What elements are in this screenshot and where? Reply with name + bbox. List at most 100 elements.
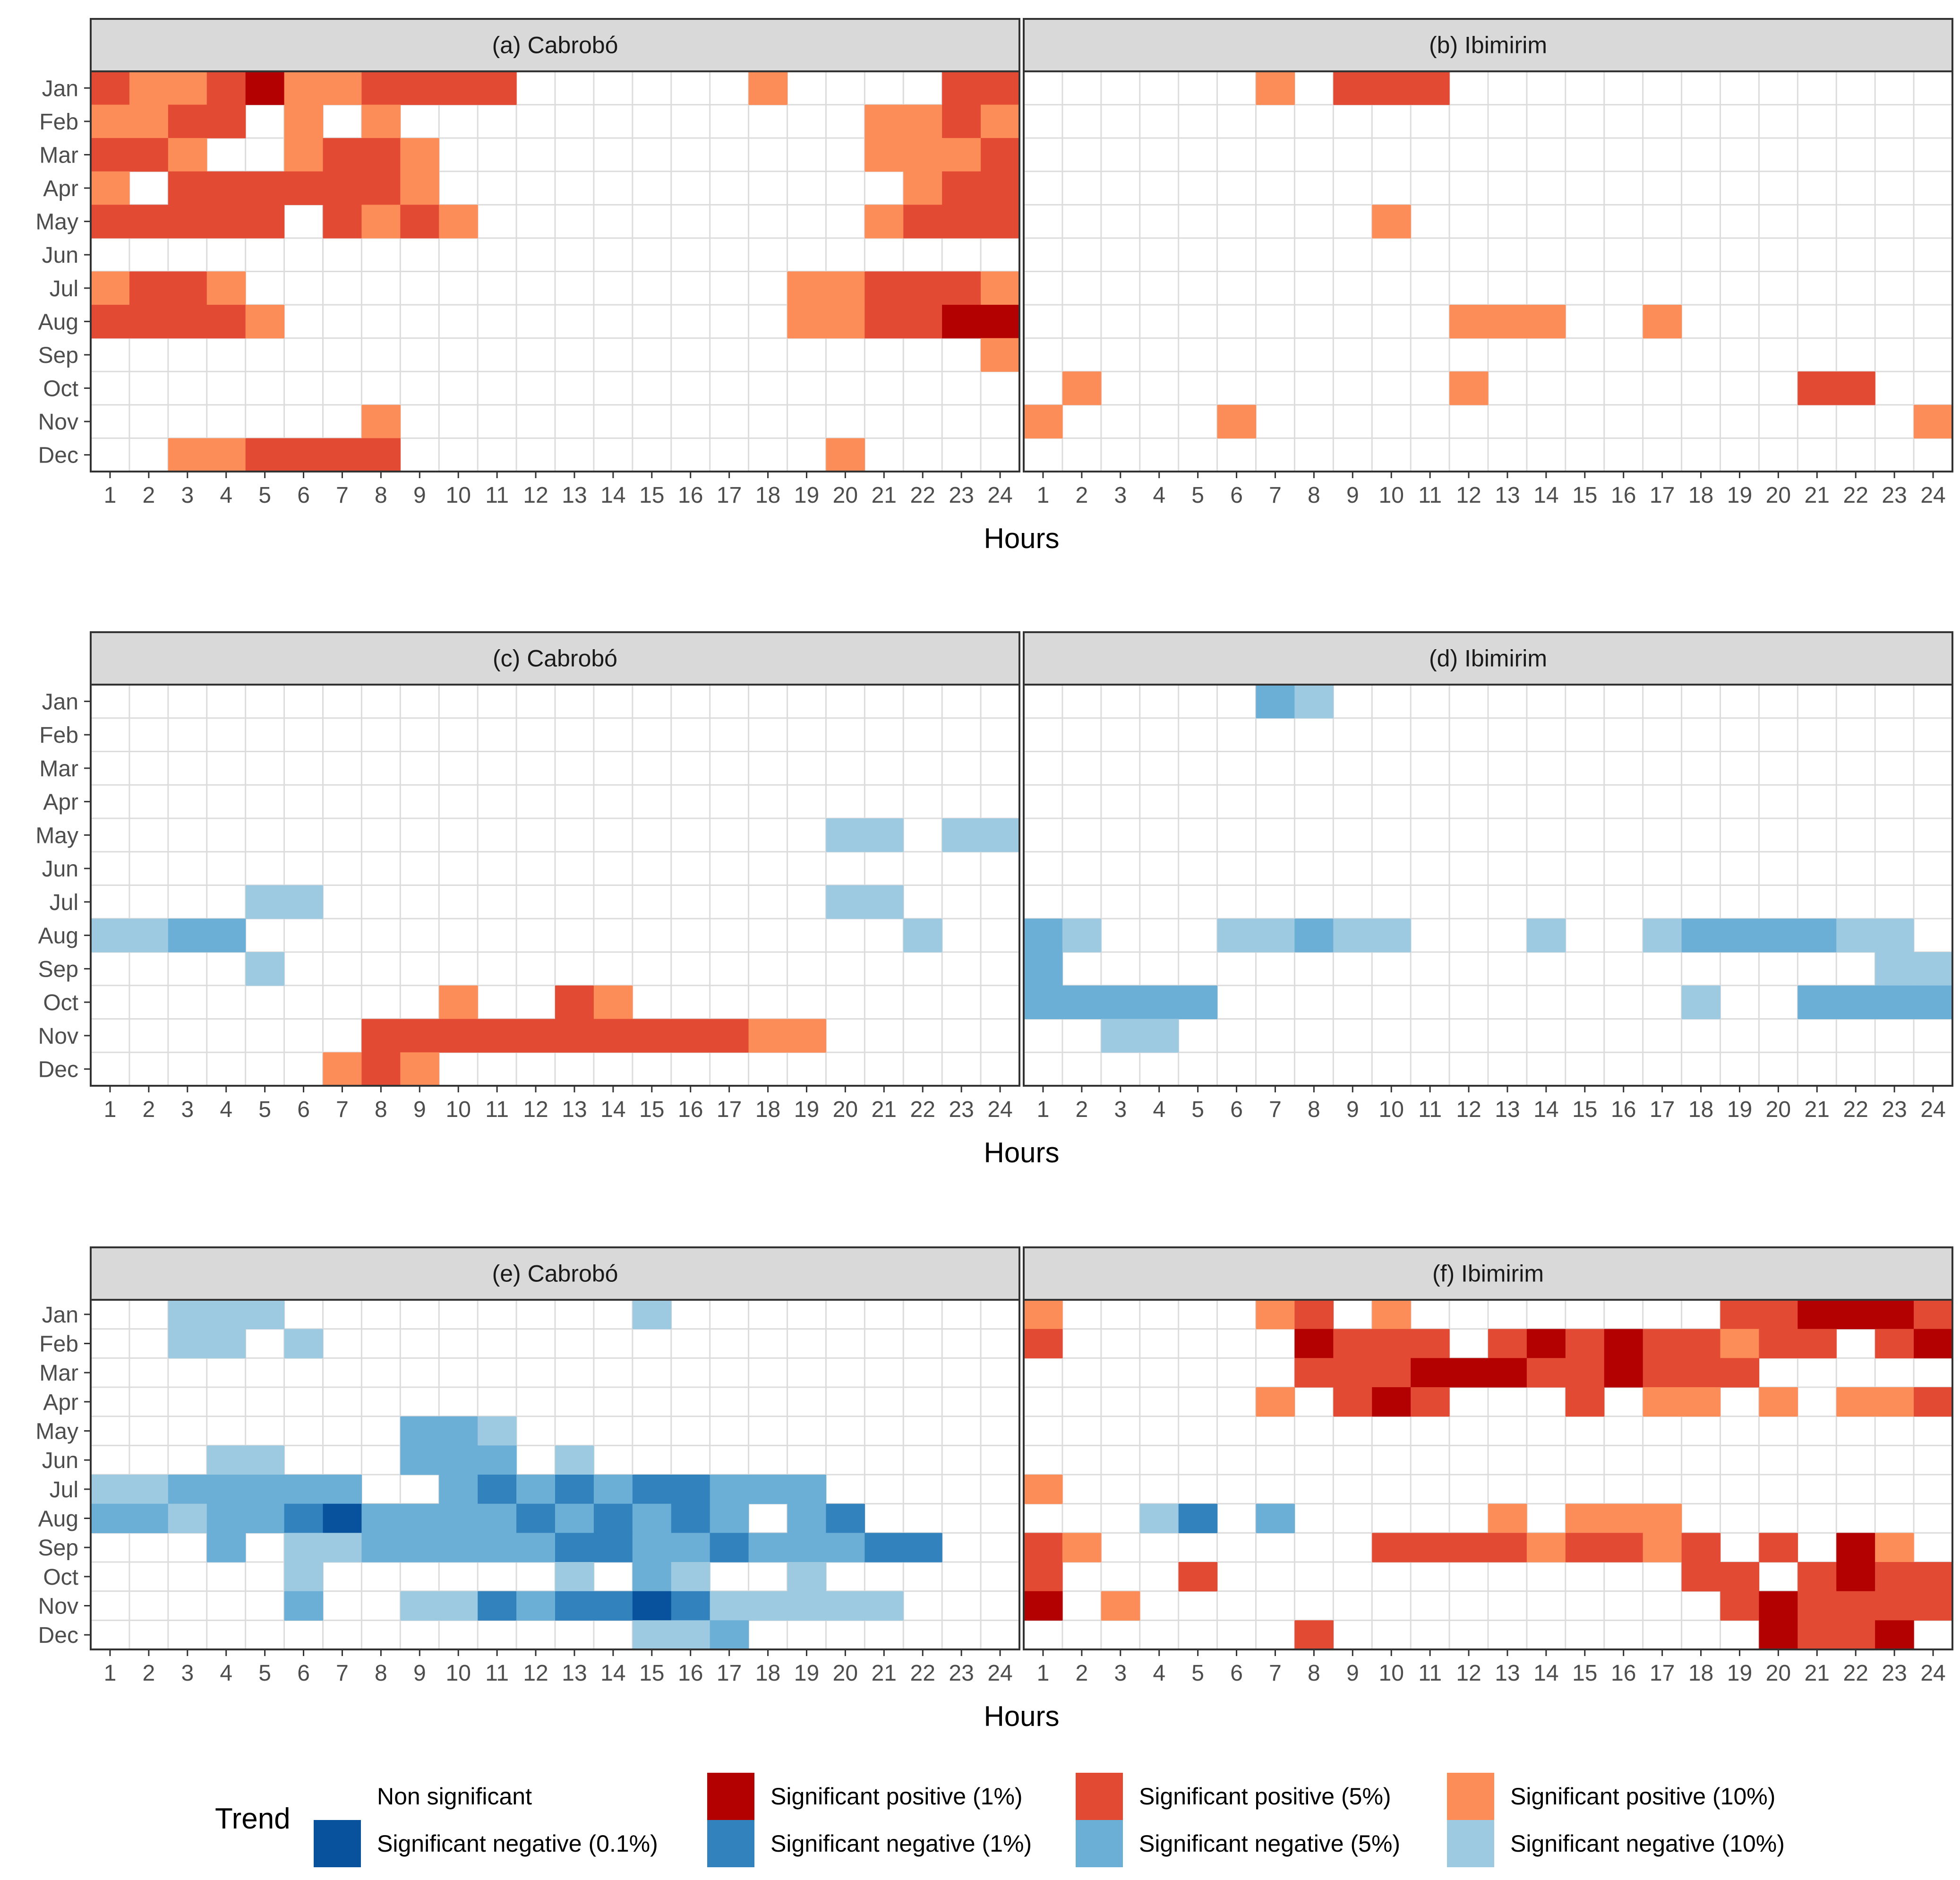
panel-e-tile-aug-h4 bbox=[206, 1503, 246, 1533]
panel-e-tile-oct-h15 bbox=[632, 1562, 672, 1592]
panel-f-tile-sep-h11 bbox=[1411, 1533, 1450, 1562]
panel-c-tile-sep-h5 bbox=[245, 952, 285, 986]
panel-a-tile-nov-h8 bbox=[361, 404, 401, 439]
panel-c-xtick-label-1: 1 bbox=[104, 1097, 117, 1122]
panel-f-tile-apr-h7 bbox=[1256, 1387, 1295, 1417]
panel-a-tile-jul-h24 bbox=[981, 271, 1020, 305]
panel-c-tile-aug-h4 bbox=[206, 919, 246, 953]
legend-label-n10: Significant negative (10%) bbox=[1510, 1830, 1785, 1857]
panel-a-tile-mar-h24 bbox=[981, 138, 1020, 172]
panel-b-xtick-label-22: 22 bbox=[1843, 483, 1868, 508]
panel-a-tile-feb-h21 bbox=[864, 104, 904, 138]
panel-f-tile-dec-h23 bbox=[1875, 1620, 1914, 1650]
panel-d-tile-oct-h3 bbox=[1101, 985, 1140, 1020]
panel-a-xtick-label-12: 12 bbox=[523, 483, 548, 508]
panel-f-tile-apr-h10 bbox=[1372, 1387, 1411, 1417]
panel-e-tile-jul-h2 bbox=[129, 1475, 169, 1504]
panel-a-tile-apr-h3 bbox=[168, 171, 207, 205]
panel-e-xtick-label-16: 16 bbox=[678, 1661, 703, 1686]
panel-e-xtick-label-1: 1 bbox=[104, 1661, 117, 1686]
panel-f-xtick-label-17: 17 bbox=[1650, 1661, 1675, 1686]
panel-b-tile-aug-h13 bbox=[1488, 305, 1527, 339]
panel-d-xtick-label-23: 23 bbox=[1882, 1097, 1907, 1122]
panel-c-tile-nov-h9 bbox=[400, 1019, 439, 1053]
panel-f-tile-mar-h13 bbox=[1488, 1358, 1527, 1388]
panel-f-xtick-label-16: 16 bbox=[1611, 1661, 1636, 1686]
panel-d-tile-jan-h8 bbox=[1294, 685, 1334, 719]
panel-c-xtick-label-7: 7 bbox=[336, 1097, 349, 1122]
legend-swatch-p10 bbox=[1447, 1773, 1494, 1820]
panel-c-tile-nov-h11 bbox=[478, 1019, 517, 1053]
panel-c-xtick-label-4: 4 bbox=[220, 1097, 232, 1122]
panel-d-tile-aug-h21 bbox=[1797, 919, 1837, 953]
panel-e-xtick-label-6: 6 bbox=[297, 1661, 310, 1686]
panel-e-tile-aug-h9 bbox=[400, 1503, 439, 1533]
panel-a-tile-dec-h3 bbox=[168, 438, 207, 472]
panel-d-tile-aug-h2 bbox=[1062, 919, 1102, 953]
panel-b-strip-title: (b) Ibimirim bbox=[1429, 32, 1547, 59]
panel-d-tile-aug-h7 bbox=[1256, 919, 1295, 953]
panel-f-tile-oct-h23 bbox=[1875, 1562, 1914, 1592]
panel-c-tile-nov-h19 bbox=[787, 1019, 827, 1053]
panel-a-tile-may-h22 bbox=[903, 205, 942, 239]
panel-d-tile-aug-h10 bbox=[1372, 919, 1411, 953]
panel-e-tile-nov-h18 bbox=[748, 1591, 788, 1621]
panel-d-xtick-label-5: 5 bbox=[1191, 1097, 1204, 1122]
panel-a-tile-mar-h21 bbox=[864, 138, 904, 172]
panel-d-tile-sep-h24 bbox=[1914, 952, 1953, 986]
panel-b-xtick-label-6: 6 bbox=[1230, 483, 1243, 508]
panel-e-tile-sep-h7 bbox=[323, 1533, 362, 1562]
panel-e-tile-nov-h10 bbox=[439, 1591, 478, 1621]
legend-label-n5: Significant negative (5%) bbox=[1139, 1830, 1400, 1857]
panel-a-ytick-label-feb: Feb bbox=[39, 110, 78, 135]
panel-f-tile-jan-h20 bbox=[1759, 1300, 1798, 1330]
panel-f-tile-sep-h16 bbox=[1604, 1533, 1643, 1562]
panel-e-xtick-label-21: 21 bbox=[872, 1661, 897, 1686]
panel-c-ytick-label-sep: Sep bbox=[38, 957, 78, 982]
legend-label-ns: Non significant bbox=[377, 1783, 532, 1810]
panel-e-tile-sep-h19 bbox=[787, 1533, 827, 1562]
panel-d-tile-jan-h7 bbox=[1256, 685, 1295, 719]
panel-c-ytick-label-jan: Jan bbox=[42, 689, 78, 714]
panel-d-tile-oct-h23 bbox=[1875, 985, 1914, 1020]
panel-c-xtick-label-20: 20 bbox=[833, 1097, 858, 1122]
panel-e-tile-aug-h8 bbox=[361, 1503, 401, 1533]
panel-a-tile-mar-h3 bbox=[168, 138, 207, 172]
panel-e-tile-jul-h6 bbox=[284, 1475, 324, 1504]
panel-f-tile-feb-h9 bbox=[1333, 1329, 1372, 1358]
panel-a-tile-jan-h7 bbox=[323, 71, 362, 105]
panel-a-tile-aug-h22 bbox=[903, 305, 942, 339]
panel-f-xtick-label-13: 13 bbox=[1495, 1661, 1520, 1686]
panel-a-tile-jan-h11 bbox=[478, 71, 517, 105]
panel-a-tile-apr-h23 bbox=[942, 171, 981, 205]
panel-c-tile-aug-h1 bbox=[91, 919, 130, 953]
panel-e-tile-nov-h13 bbox=[555, 1591, 594, 1621]
panel-a-ytick-label-nov: Nov bbox=[38, 410, 78, 435]
panel-e-tile-sep-h9 bbox=[400, 1533, 439, 1562]
panel-d-xtick-label-4: 4 bbox=[1153, 1097, 1165, 1122]
panel-b-tile-oct-h21 bbox=[1797, 371, 1837, 405]
panel-d-strip-title: (d) Ibimirim bbox=[1429, 645, 1547, 672]
panel-a-xtick-label-20: 20 bbox=[833, 483, 858, 508]
panel-c-ytick-label-apr: Apr bbox=[43, 790, 78, 815]
panel-e-tile-oct-h19 bbox=[787, 1562, 827, 1592]
panel-c-xtick-label-12: 12 bbox=[523, 1097, 548, 1122]
panel-a-xtick-label-21: 21 bbox=[872, 483, 897, 508]
panel-c-ytick-label-mar: Mar bbox=[39, 756, 78, 781]
legend-title: Trend bbox=[215, 1803, 291, 1835]
panel-f-tile-sep-h22 bbox=[1836, 1533, 1875, 1562]
panel-e-tile-nov-h20 bbox=[826, 1591, 865, 1621]
panel-f-xtick-label-23: 23 bbox=[1882, 1661, 1907, 1686]
panel-f-tile-feb-h19 bbox=[1720, 1329, 1760, 1358]
panel-d-tile-oct-h1 bbox=[1024, 985, 1063, 1020]
panel-e-tile-jul-h12 bbox=[516, 1475, 556, 1504]
panel-e-tile-aug-h7 bbox=[323, 1503, 362, 1533]
panel-e-tile-aug-h16 bbox=[671, 1503, 710, 1533]
panel-b-xtick-label-13: 13 bbox=[1495, 483, 1520, 508]
panel-b-xtick-label-16: 16 bbox=[1611, 483, 1636, 508]
panel-e-tile-dec-h16 bbox=[671, 1620, 710, 1650]
panel-a-xtick-label-6: 6 bbox=[297, 483, 310, 508]
panel-f-tile-nov-h3 bbox=[1101, 1591, 1140, 1621]
panel-d-xtick-label-6: 6 bbox=[1230, 1097, 1243, 1122]
panel-c-tile-aug-h22 bbox=[903, 919, 942, 953]
